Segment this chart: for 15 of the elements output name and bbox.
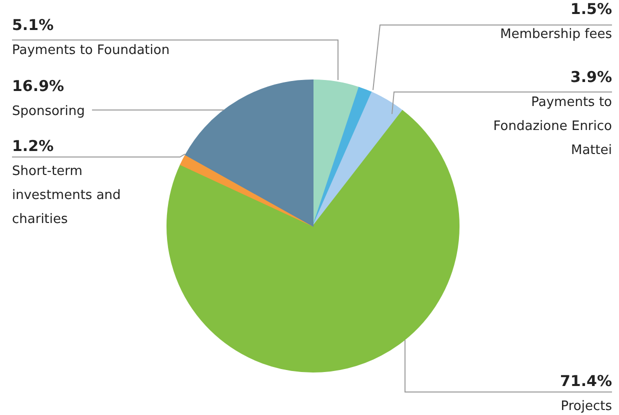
slice-label: Projects	[560, 399, 612, 414]
slice-label: Payments to Foundation	[12, 43, 170, 58]
pie-slice	[312, 92, 403, 226]
data-label: 1.2%	[12, 137, 54, 155]
data-label: 16.9%	[12, 77, 64, 95]
data-label: 1.5%	[570, 0, 612, 18]
slice-label: Membership fees	[500, 27, 612, 42]
data-label: 5.1%	[12, 16, 54, 34]
slice-label: Payments to Fondazione Enrico Mattei	[493, 95, 612, 158]
slice-label: Short-term investments and charities	[12, 164, 121, 227]
data-label: 3.9%	[570, 68, 612, 86]
pie-slice	[185, 80, 314, 226]
data-label: 71.4%	[560, 372, 612, 390]
slice-label: Sponsoring	[12, 104, 85, 119]
pie-slice	[166, 110, 460, 372]
